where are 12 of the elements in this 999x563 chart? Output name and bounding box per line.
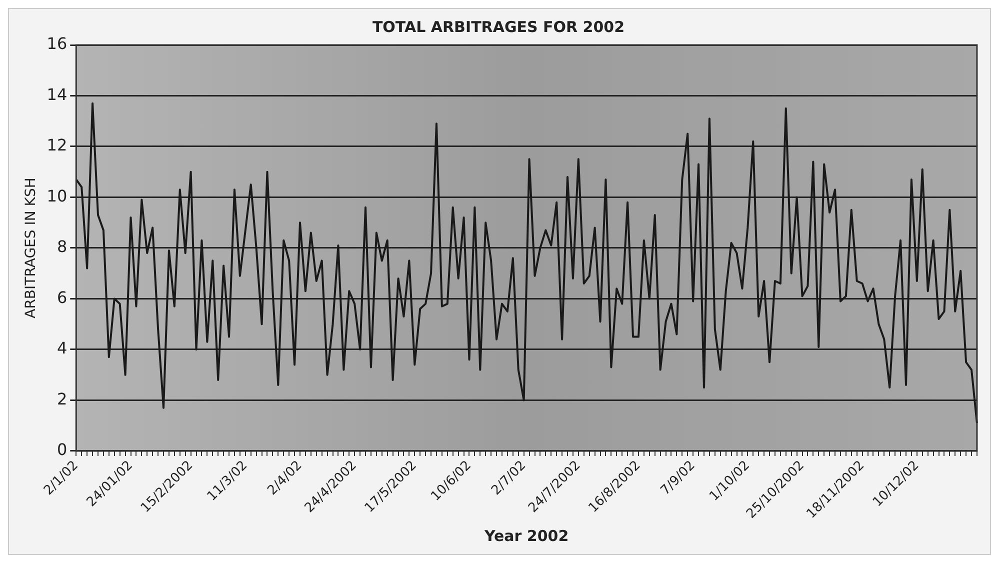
y-axis-title: ARBITRAGES IN KSH [23,178,40,318]
y-tick-label: 8 [56,237,68,256]
y-tick-label: 4 [56,338,68,358]
y-tick-label: 12 [46,136,68,155]
y-tick-label: 0 [56,440,68,460]
chart-title: TOTAL ARBITRAGES FOR 2002 [372,18,625,36]
y-tick-label: 6 [56,288,68,307]
y-tick-label: 2 [56,389,68,408]
y-tick-label: 10 [46,186,68,206]
y-tick-label: 16 [46,34,68,54]
x-axis-title: Year 2002 [483,526,569,545]
y-tick-label: 14 [46,84,68,104]
